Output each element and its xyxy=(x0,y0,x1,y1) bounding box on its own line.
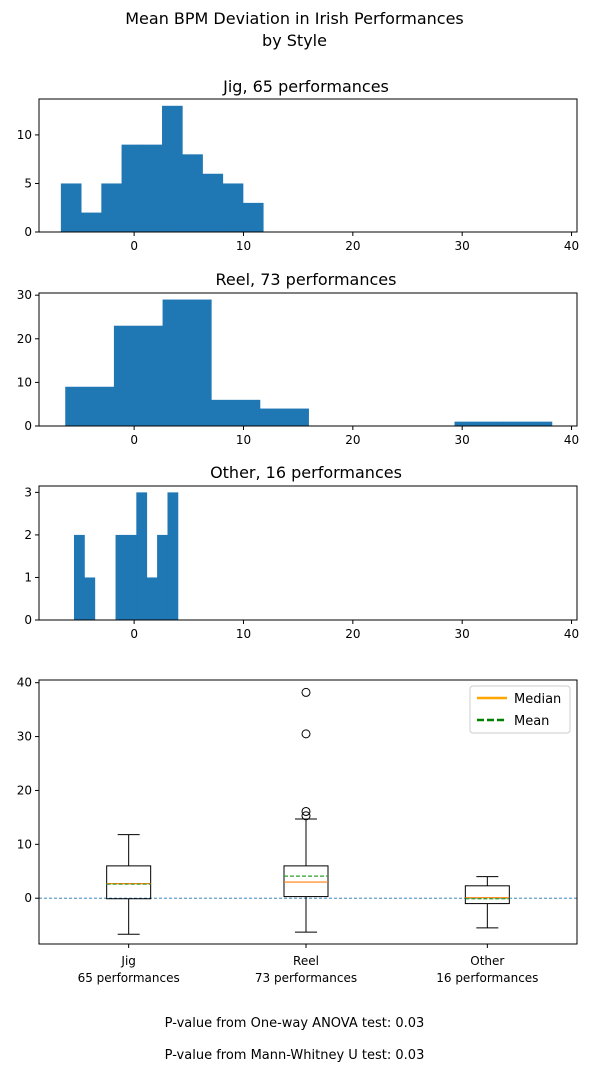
y-tick-label: 30 xyxy=(17,288,32,302)
histogram-bar xyxy=(503,421,553,426)
axes-frame xyxy=(38,98,578,233)
y-tick-label: 40 xyxy=(17,676,32,690)
legend: Median Mean xyxy=(469,685,571,734)
x-tick-label: 40 xyxy=(564,239,579,253)
y-tick-label: 5 xyxy=(24,176,32,190)
y-tick-label: 10 xyxy=(17,837,32,851)
histogram-bar xyxy=(121,144,143,232)
histogram-title: Reel, 73 performances xyxy=(216,270,397,289)
histogram-bar xyxy=(60,183,82,232)
y-tick-label: 0 xyxy=(24,225,32,239)
y-tick-label: 10 xyxy=(17,375,32,389)
histogram-bar xyxy=(73,534,85,620)
figure-title-line1: Mean BPM Deviation in Irish Performances xyxy=(125,9,464,28)
x-tick-label: 20 xyxy=(345,627,360,641)
legend-mean-label: Mean xyxy=(514,714,549,729)
x-tick-label: 20 xyxy=(345,433,360,447)
x-tick-label: 20 xyxy=(345,239,360,253)
mannwhitney-note: P-value from Mann-Whitney U test: 0.03 xyxy=(164,1048,425,1063)
histogram-bar xyxy=(101,183,122,232)
axes-frame xyxy=(38,485,578,621)
outlier-point xyxy=(301,811,311,821)
outlier-point xyxy=(301,729,311,739)
histogram-bar xyxy=(157,534,168,620)
x-tick-label: 40 xyxy=(564,433,579,447)
histogram-bar xyxy=(113,325,163,426)
histogram-bar xyxy=(259,408,309,426)
x-tick-label: 30 xyxy=(455,433,470,447)
histogram-bar xyxy=(167,492,179,620)
box xyxy=(464,885,510,905)
x-category-label: Reel xyxy=(293,954,319,968)
boxplot: Jig 65 performances Reel 73 performances Oth… xyxy=(17,676,578,985)
figure-title-line2: by Style xyxy=(262,31,327,50)
y-tick-label: 0 xyxy=(24,419,32,433)
histogram-title: Jig, 65 performances xyxy=(222,77,389,96)
x-tick-label: 30 xyxy=(455,239,470,253)
histogram-reel: Reel, 73 performances 0 10 20 30 40 0 10 20 30 xyxy=(17,270,579,447)
histogram-bar xyxy=(222,183,244,232)
x-category-sublabel: 65 performances xyxy=(78,971,180,985)
histogram-bar xyxy=(84,577,96,620)
y-tick-label: 0 xyxy=(24,891,32,905)
histogram-jig: Jig, 65 performances 0 10 20 30 40 0 5 10 xyxy=(17,77,579,253)
histogram-bar xyxy=(162,299,212,426)
x-tick-label: 0 xyxy=(130,239,138,253)
axes-frame xyxy=(38,292,578,427)
y-tick-label: 3 xyxy=(24,485,32,499)
histogram-bar xyxy=(211,399,261,426)
histogram-bar xyxy=(182,154,203,232)
y-tick-label: 2 xyxy=(24,528,32,542)
histogram-bar xyxy=(125,534,137,620)
histogram-bar xyxy=(454,421,504,426)
y-tick-label: 10 xyxy=(17,128,32,142)
x-tick-label: 30 xyxy=(455,627,470,641)
histogram-other: Other, 16 performances 0 10 20 30 40 0 1 2 3 xyxy=(24,463,579,641)
histogram-bar xyxy=(141,144,163,232)
x-tick-label: 10 xyxy=(236,627,251,641)
x-tick-label: 10 xyxy=(236,433,251,447)
x-tick-label: 0 xyxy=(130,433,138,447)
histogram-bar xyxy=(115,534,127,620)
y-tick-label: 20 xyxy=(17,332,32,346)
histogram-bar xyxy=(162,105,183,232)
x-category-label: Other xyxy=(470,954,504,968)
x-tick-label: 0 xyxy=(130,627,138,641)
axes-frame xyxy=(38,679,578,945)
y-tick-label: 30 xyxy=(17,730,32,744)
histogram-title: Other, 16 performances xyxy=(210,463,402,482)
x-category-label: Jig xyxy=(120,954,136,968)
box xyxy=(283,865,329,898)
box xyxy=(106,865,152,900)
y-tick-label: 0 xyxy=(24,613,32,627)
histogram-bar xyxy=(146,577,158,620)
histogram-bar xyxy=(65,386,115,426)
x-category-sublabel: 73 performances xyxy=(255,971,357,985)
outlier-point xyxy=(301,806,311,816)
outlier-point xyxy=(301,687,311,697)
y-tick-label: 20 xyxy=(17,783,32,797)
x-tick-label: 10 xyxy=(236,239,251,253)
x-tick-label: 40 xyxy=(564,627,579,641)
histogram-bar xyxy=(202,173,224,232)
x-category-sublabel: 16 performances xyxy=(436,971,538,985)
histogram-bar xyxy=(81,212,102,232)
histogram-bar xyxy=(136,492,148,620)
anova-note: P-value from One-way ANOVA test: 0.03 xyxy=(164,1016,425,1031)
legend-median-label: Median xyxy=(514,692,561,707)
histogram-bar xyxy=(242,202,264,232)
y-tick-label: 1 xyxy=(24,570,32,584)
